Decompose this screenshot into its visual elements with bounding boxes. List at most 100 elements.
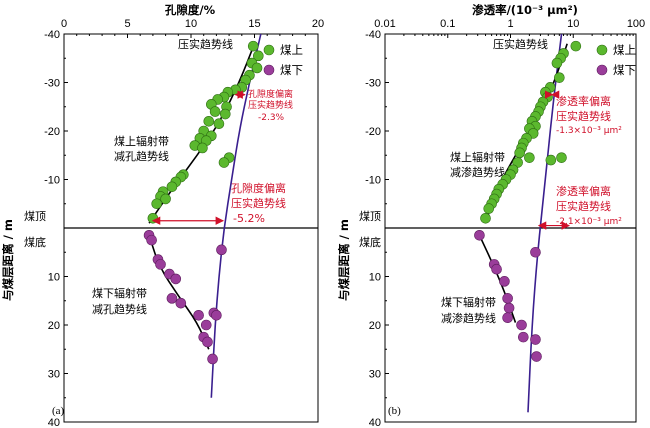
point-a-1-5 bbox=[170, 273, 182, 285]
legend-below-marker-a bbox=[263, 64, 275, 76]
panel-b: 渗透率/(10⁻³ μm²) (b) 煤顶 煤底 压实趋势线 煤上辐射带 减渗趋… bbox=[359, 3, 647, 417]
point-b-0-22 bbox=[556, 152, 567, 163]
trend-line-b-0 bbox=[527, 33, 563, 413]
compaction-label-a: 压实趋势线 bbox=[178, 37, 233, 51]
x-tick-label-b-0: 0.01 bbox=[374, 18, 395, 30]
x-tick-label-b-4: 100 bbox=[627, 18, 645, 30]
x-tick-label-b-3: 10 bbox=[567, 18, 579, 30]
dev-large-a-1: 孔隙度偏离 bbox=[231, 181, 286, 195]
dev-small-a-1: 孔隙度偏离 bbox=[248, 88, 293, 100]
point-a-0-15 bbox=[203, 116, 215, 127]
dev-small-b-3: -1.3×10⁻³ μm² bbox=[556, 126, 622, 136]
point-a-0-33 bbox=[147, 213, 159, 224]
point-b-1-2 bbox=[491, 263, 502, 275]
y-tick-label-a-8: 40 bbox=[48, 417, 60, 428]
upper-trend-label-a-1: 煤上辐射带 bbox=[114, 134, 169, 148]
point-b-0-19 bbox=[514, 147, 525, 159]
dev-large-b-1: 渗透率偏离 bbox=[556, 184, 611, 198]
panel-label-a: (a) bbox=[52, 405, 65, 417]
y-tick-label-a-1: -30 bbox=[44, 78, 60, 90]
upper-trend-label-b-1: 煤上辐射带 bbox=[450, 150, 505, 164]
y-tick-label-b-1: -30 bbox=[365, 78, 381, 90]
point-a-1-9 bbox=[200, 319, 212, 331]
point-b-1-11 bbox=[530, 246, 541, 258]
y-tick-label-b-8: 40 bbox=[369, 417, 381, 428]
y-axis-title-a: 与煤层距离 / m bbox=[1, 219, 15, 301]
seam-bottom-label-b: 煤底 bbox=[359, 235, 381, 249]
lower-trend-label-a-2: 减孔趋势线 bbox=[92, 302, 147, 316]
seam-bottom-label-a: 煤底 bbox=[24, 235, 46, 249]
point-b-1-8 bbox=[518, 331, 529, 343]
point-b-1-0 bbox=[474, 229, 485, 241]
point-a-1-12 bbox=[216, 244, 227, 256]
legend-below-marker-b bbox=[596, 64, 608, 76]
point-a-0-32 bbox=[151, 198, 163, 210]
plot-area-a: 0 5 10 15 20 -40 -30 -20 -10 10 20 30 40 bbox=[44, 18, 324, 428]
x-tick-label-a-0: 0 bbox=[61, 18, 67, 30]
y-tick-label-b-5: 10 bbox=[369, 272, 381, 284]
x-tick-label-b-1: 0.1 bbox=[440, 18, 455, 30]
x-tick-label-b-2: 1 bbox=[507, 18, 513, 30]
lower-trend-label-a-1: 煤下辐射带 bbox=[92, 286, 147, 300]
legend-above-text-a: 煤上 bbox=[280, 43, 303, 57]
point-a-1-11 bbox=[202, 336, 213, 348]
panel-label-b: (b) bbox=[388, 405, 401, 417]
point-a-1-15 bbox=[207, 353, 218, 365]
point-a-1-1 bbox=[146, 234, 157, 246]
point-b-0-4 bbox=[554, 72, 565, 83]
y-tick-label-b-7: 30 bbox=[369, 369, 381, 381]
legend-above-text-b: 煤上 bbox=[613, 43, 636, 57]
dev-small-a-3: -2.3% bbox=[258, 113, 285, 123]
y-tick-label-b-3: -10 bbox=[365, 175, 381, 187]
legend-below-text-b: 煤下 bbox=[613, 63, 636, 77]
point-a-1-7 bbox=[175, 297, 187, 309]
point-b-1-6 bbox=[502, 312, 513, 324]
point-a-0-22 bbox=[197, 142, 208, 154]
legend-above-marker-a bbox=[263, 44, 275, 56]
panel-a: 孔隙度/% (a) 煤顶 煤底 压实趋势线 煤上辐射带 减孔趋势线 煤下辐射带 … bbox=[24, 3, 312, 417]
x-tick-label-a-2: 10 bbox=[185, 18, 197, 30]
point-b-1-9 bbox=[530, 334, 541, 345]
dev-large-b-2: 压实趋势线 bbox=[556, 199, 611, 213]
y-tick-label-a-2: -20 bbox=[44, 126, 60, 138]
dev-large-a-3: -5.2% bbox=[233, 212, 265, 225]
point-a-0-31 bbox=[160, 193, 171, 205]
point-a-0-24 bbox=[218, 157, 230, 168]
y-tick-label-a-7: 30 bbox=[48, 369, 60, 381]
upper-trend-label-b-2: 减渗趋势线 bbox=[450, 165, 505, 179]
point-a-1-6 bbox=[166, 293, 178, 304]
lower-trend-label-b-2: 减渗趋势线 bbox=[441, 311, 496, 325]
point-a-0-13 bbox=[209, 106, 221, 117]
y-tick-label-a-3: -10 bbox=[44, 175, 60, 187]
dev-small-b-1: 渗透率偏离 bbox=[556, 94, 611, 108]
dev-large-b-3: -2.1×10⁻³ μm² bbox=[556, 217, 622, 227]
compaction-label-b: 压实趋势线 bbox=[493, 37, 548, 51]
trend-line-a-2 bbox=[148, 235, 210, 350]
x-tick-label-a-4: 20 bbox=[312, 18, 324, 30]
upper-trend-label-a-2: 减孔趋势线 bbox=[114, 149, 169, 163]
legend-below-text-a: 煤下 bbox=[280, 63, 303, 77]
lower-trend-label-b-1: 煤下辐射带 bbox=[441, 295, 496, 309]
seam-top-label-b: 煤顶 bbox=[359, 210, 381, 223]
point-b-1-5 bbox=[503, 302, 515, 314]
dev-small-b-2: 压实趋势线 bbox=[556, 109, 611, 123]
y-tick-label-a-5: 10 bbox=[48, 272, 60, 284]
dev-small-a-2: 压实趋势线 bbox=[248, 99, 293, 111]
point-a-0-14 bbox=[219, 108, 231, 120]
seam-top-label-a: 煤顶 bbox=[24, 210, 46, 223]
y-tick-label-b-0: -40 bbox=[365, 29, 381, 41]
point-b-0-23 bbox=[545, 154, 557, 166]
point-a-0-28 bbox=[166, 181, 178, 193]
point-a-0-3 bbox=[251, 62, 263, 74]
legend-above-marker-b bbox=[596, 44, 608, 56]
point-b-1-7 bbox=[516, 319, 527, 331]
y-tick-label-b-6: 20 bbox=[369, 320, 381, 332]
y-tick-label-a-0: -40 bbox=[44, 29, 60, 41]
legend-b: 煤上 煤下 bbox=[590, 39, 647, 81]
y-axis-title-b: 与煤层距离 / m bbox=[337, 219, 351, 301]
point-b-1-10 bbox=[531, 351, 542, 362]
x-axis-title-a: 孔隙度/% bbox=[165, 3, 216, 17]
legend-a: 煤上 煤下 bbox=[255, 39, 312, 81]
